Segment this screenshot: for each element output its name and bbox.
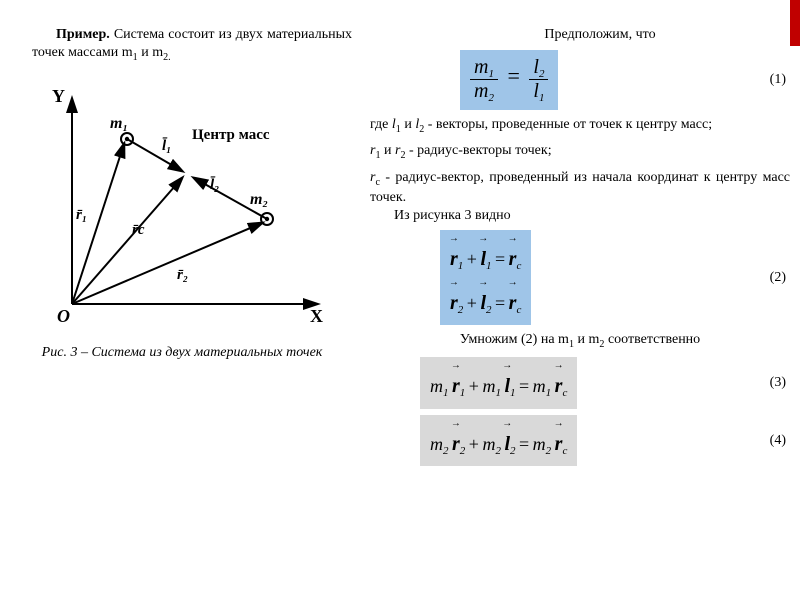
equation-4-number: (4) — [744, 433, 790, 449]
equation-1: m1 m2 = l2 l1 — [460, 50, 558, 111]
r2-label: r̄₂ — [177, 267, 188, 283]
r1-label: r̄₁ — [76, 207, 87, 223]
assume-text: Предположим, что — [410, 26, 790, 44]
equation-1-row: m1 m2 = l2 l1 (1) — [370, 50, 790, 111]
where-text-2: r1 и r2 - радиус-векторы точек; — [370, 142, 790, 162]
equation-3-row: m1 r1 + m1 l1 = m1 rc (3) — [370, 357, 790, 408]
multiply-text: Умножим (2) на m1 и m2 соответственно — [370, 331, 790, 351]
page: Пример. Система состоит из двух материал… — [0, 0, 800, 600]
m2-label: m₂ — [250, 191, 268, 208]
m1-label: m₁ — [110, 115, 128, 132]
equation-1-number: (1) — [744, 72, 790, 88]
where-text-1: где l1 и l2 - векторы, проведенные от то… — [370, 116, 790, 136]
equation-2-row: r1 + l1 = rc r2 + l2 = rc (2) — [370, 230, 790, 325]
equation-3-number: (3) — [744, 375, 790, 391]
figure-caption: Рис. 3 – Система из двух материальных то… — [32, 345, 332, 361]
equation-2: r1 + l1 = rc r2 + l2 = rc — [440, 230, 531, 325]
figure-3-diagram: Y X O m₁ m₂ Центр масс r̄₁ r̄c r̄₂ l̄₁ l… — [32, 84, 332, 334]
equation-4-row: m2 r2 + m2 l2 = m2 rc (4) — [370, 415, 790, 466]
x-axis-label: X — [310, 306, 323, 326]
center-mass-label: Центр масс — [192, 127, 270, 143]
origin-label: O — [57, 306, 70, 326]
right-column: Предположим, что m1 m2 = l2 l1 (1) где l… — [370, 26, 790, 472]
y-axis-label: Y — [52, 86, 65, 106]
rc-label: r̄c — [132, 222, 145, 238]
l2-label: l̄₂ — [210, 177, 220, 193]
equation-2-number: (2) — [744, 270, 790, 286]
accent-bar — [790, 0, 800, 46]
where-text-3: rc - радиус-вектор, проведенный из начал… — [370, 169, 790, 207]
from-figure-text: Из рисунка 3 видно — [370, 207, 790, 225]
equation-3: m1 r1 + m1 l1 = m1 rc — [420, 357, 577, 408]
equation-4: m2 r2 + m2 l2 = m2 rc — [420, 415, 577, 466]
intro-text: Пример. Система состоит из двух материал… — [32, 26, 352, 64]
left-column: Пример. Система состоит из двух материал… — [32, 26, 352, 361]
l1-label: l̄₁ — [162, 138, 172, 154]
